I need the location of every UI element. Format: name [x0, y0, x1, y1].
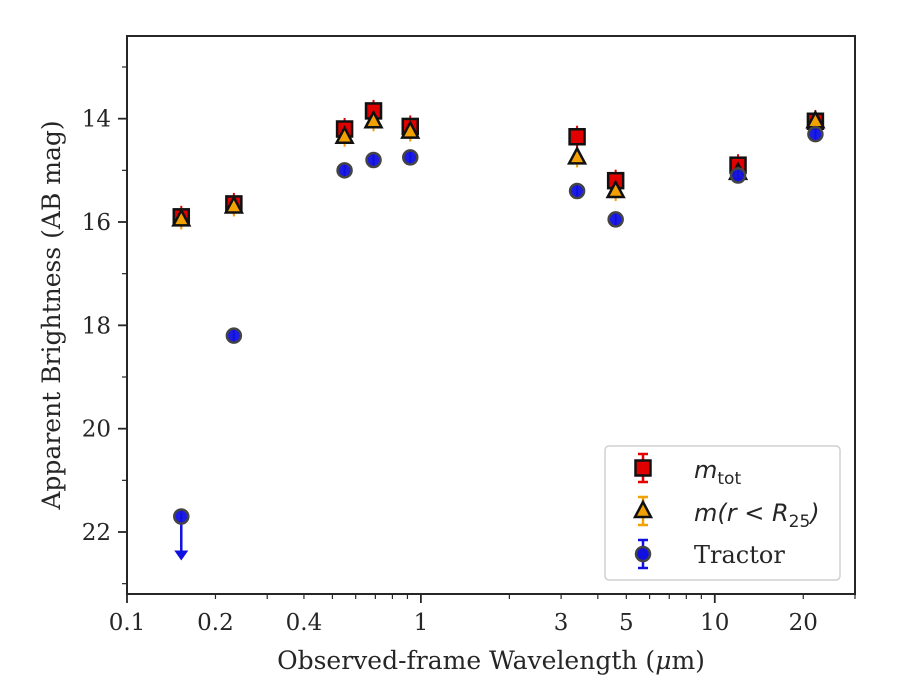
point-m-r25 — [223, 194, 244, 214]
point-m-r25 — [400, 119, 421, 139]
point-m-tot — [568, 128, 586, 146]
legend-label-tractor: Tractor — [694, 541, 785, 569]
point-m-r25 — [171, 207, 192, 227]
point-tractor — [365, 151, 382, 169]
x-tick-label: 0.1 — [109, 610, 146, 636]
x-tick-label: 0.2 — [197, 610, 234, 636]
x-tick-label: 1 — [414, 610, 429, 636]
legend-label-m-tot: mtot — [694, 456, 741, 489]
point-tractor — [173, 508, 190, 525]
y-tick-label: 20 — [82, 417, 111, 443]
legend-box — [604, 445, 841, 581]
x-tick-label: 5 — [619, 610, 634, 636]
legend: mtot m(r < R25) Tractor — [604, 445, 841, 581]
legend-marker-m-r25 — [632, 499, 654, 519]
point-m-r25 — [363, 109, 384, 129]
upper-limit-arrow-head — [174, 550, 189, 561]
y-tick-label: 14 — [82, 107, 111, 133]
y-tick-label: 18 — [82, 313, 111, 339]
x-tick-label: 0.4 — [286, 610, 323, 636]
point-tractor — [607, 211, 624, 228]
plot-frame — [126, 35, 856, 595]
y-axis-label: Apparent Brightness (AB mag) — [37, 120, 66, 510]
data-marks — [171, 99, 826, 561]
point-m-r25 — [567, 145, 588, 165]
x-tick-label: 20 — [789, 610, 818, 636]
legend-marker-m-tot — [634, 459, 652, 477]
point-tractor — [729, 167, 747, 184]
x-tick-label: 10 — [700, 610, 729, 636]
x-tick-label: 3 — [554, 610, 569, 636]
point-tractor — [336, 162, 353, 179]
legend-markers — [632, 452, 654, 570]
point-tractor — [401, 149, 419, 166]
legend-label-m-r25: m(r < R25) — [694, 499, 820, 532]
y-tick-label: 16 — [82, 210, 111, 236]
point-tractor — [568, 182, 586, 200]
x-axis-label: Observed-frame Wavelength (μm) — [277, 646, 705, 675]
point-tractor — [807, 125, 824, 143]
y-tick-label: 22 — [82, 520, 111, 546]
point-m-r25 — [334, 125, 355, 144]
point-tractor — [225, 327, 243, 344]
x-axis-ticks: 0.1 0.2 0.4 1 3 5 10 20 — [109, 594, 856, 636]
y-axis-ticks: 14 16 18 20 22 — [82, 66, 127, 585]
legend-marker-tractor — [634, 545, 652, 563]
point-m-r25 — [605, 179, 626, 199]
